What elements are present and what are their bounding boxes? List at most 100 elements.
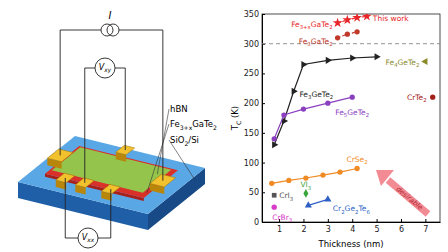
text-part: GeTe xyxy=(311,90,330,99)
series-label: Cr2Ge2Te6 xyxy=(333,204,371,214)
text-part: Fe xyxy=(170,119,180,129)
text-part: GaTe xyxy=(311,37,330,46)
wire xyxy=(115,68,125,150)
tick: 100 xyxy=(244,159,265,168)
tick-label: 3 xyxy=(326,225,331,234)
text-part: 3 xyxy=(289,217,292,223)
text-part: 2 xyxy=(416,62,419,68)
device-schematic: IVxyVxxhBNFe3+xGaTe2SiO2/Si xyxy=(18,10,217,248)
wire xyxy=(98,189,111,238)
tick: 7 xyxy=(423,219,428,234)
desirable-arrow: desirable xyxy=(376,170,428,214)
point xyxy=(345,32,350,37)
reference-line xyxy=(262,43,440,44)
series-label: VI3 xyxy=(300,180,311,190)
tick: 300 xyxy=(244,40,265,49)
point xyxy=(362,14,372,21)
tick: 2 xyxy=(301,219,306,234)
tick-mark xyxy=(328,219,329,222)
series-line xyxy=(274,57,376,145)
vxy-label: Vxy xyxy=(99,63,112,74)
point xyxy=(286,178,291,183)
series-label: Fe4GeTe2 xyxy=(386,58,420,68)
current-source xyxy=(107,24,119,36)
tick: 50 xyxy=(249,188,265,197)
tick-mark xyxy=(262,103,265,104)
text-part: Ge xyxy=(345,204,356,213)
text-part: VI xyxy=(300,180,307,189)
wire xyxy=(85,68,95,183)
layer-label: Fe3+xGaTe2 xyxy=(170,119,217,131)
leader xyxy=(147,124,169,193)
text-part: 2 xyxy=(364,159,367,165)
series-label: Fe3GaTe2 xyxy=(299,37,333,47)
tick-label: 150 xyxy=(244,129,259,138)
tick: 250 xyxy=(244,69,265,78)
text-part: (K) xyxy=(230,106,240,121)
point xyxy=(301,106,306,111)
tick-label: 1 xyxy=(277,225,282,234)
text-part: 2 xyxy=(329,41,332,47)
tick: 350 xyxy=(244,10,265,19)
annotation: This work xyxy=(372,14,410,23)
series-line xyxy=(338,16,367,23)
text-part: /Si xyxy=(188,135,199,145)
point xyxy=(320,172,325,177)
text-part: 2 xyxy=(329,24,332,30)
point xyxy=(350,95,355,100)
tick: 6 xyxy=(399,219,404,234)
point xyxy=(292,88,298,95)
x-axis-title: Thickness (nm) xyxy=(317,239,383,249)
point xyxy=(354,29,359,34)
text-part: CrSe xyxy=(347,155,365,164)
tick: 3 xyxy=(326,219,331,234)
text-part: GaTe xyxy=(192,119,213,129)
series-labels: Fe3+xGaTe2Fe3GaTe2Fe3GeTe2Fe5GeTe2CrSe2C… xyxy=(272,20,426,223)
y-axis: 050100150200250300350 xyxy=(244,10,265,227)
marks xyxy=(262,14,440,210)
tick-mark xyxy=(352,219,353,222)
point xyxy=(301,61,307,68)
series-line xyxy=(308,199,328,205)
point xyxy=(272,136,277,141)
series-label: CrSe2 xyxy=(347,155,368,165)
tick-mark xyxy=(262,192,265,193)
tick-label: 2 xyxy=(301,225,306,234)
point xyxy=(430,95,435,100)
point xyxy=(272,204,277,209)
tick-label: 300 xyxy=(244,40,259,49)
text-part: SiO xyxy=(170,135,185,145)
point xyxy=(326,57,332,64)
point xyxy=(421,58,427,65)
layer-label: hBN xyxy=(170,104,188,114)
annotation: desirable xyxy=(394,185,424,212)
text-part: xy xyxy=(103,67,111,74)
text-part: GeTe xyxy=(398,58,417,67)
tick-label: 7 xyxy=(423,225,428,234)
tick-label: 5 xyxy=(375,225,380,234)
plot-frame xyxy=(262,14,440,222)
arrow-shaft xyxy=(388,180,428,214)
y-axis-title: TC (K) xyxy=(230,106,242,131)
point xyxy=(342,15,352,24)
tick-label: 250 xyxy=(244,69,259,78)
tick-mark xyxy=(401,219,402,222)
figure: IVxyVxxhBNFe3+xGaTe2SiO2/Si1234567050100… xyxy=(0,0,448,252)
text-part: hBN xyxy=(170,104,188,114)
text-part: CrBr xyxy=(272,213,289,222)
series-line xyxy=(272,169,357,184)
series-label: Fe3+xGaTe2 xyxy=(291,20,332,30)
tick: 150 xyxy=(244,129,265,138)
text-part: Te xyxy=(357,204,366,213)
point xyxy=(350,54,356,61)
point xyxy=(281,112,286,117)
text-part: 2 xyxy=(213,124,217,131)
tick-label: 0 xyxy=(254,218,259,227)
point xyxy=(305,201,312,207)
tick: 5 xyxy=(375,219,380,234)
tick-label: 4 xyxy=(350,225,355,234)
wire xyxy=(65,178,78,238)
text-part: CrI xyxy=(279,191,290,200)
tick-label: 100 xyxy=(244,159,259,168)
tick-mark xyxy=(262,14,265,15)
